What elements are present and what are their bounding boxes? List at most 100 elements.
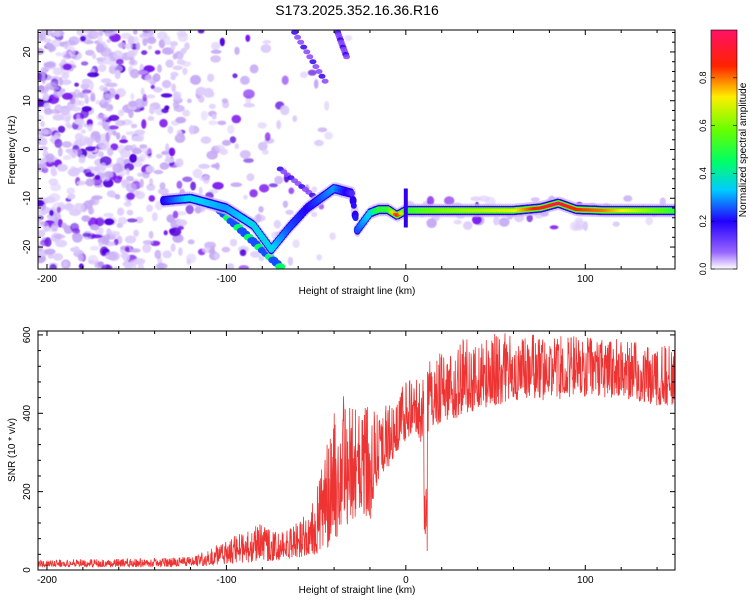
noise-blob — [623, 195, 633, 202]
noise-blob — [167, 125, 174, 134]
noise-blob — [119, 139, 128, 144]
noise-blob — [83, 168, 92, 175]
noise-blob — [172, 53, 177, 60]
noise-blob — [39, 30, 47, 41]
noise-blob — [98, 64, 107, 72]
noise-blob — [67, 168, 80, 177]
noise-blob — [159, 118, 168, 128]
noise-blob — [92, 53, 97, 60]
descending-blob — [275, 263, 286, 269]
noise-blob — [67, 193, 76, 200]
noise-blob — [57, 125, 66, 133]
noise-blob — [108, 114, 120, 121]
noise-blob — [182, 67, 188, 76]
noise-blob — [190, 74, 201, 85]
noise-blob — [211, 113, 217, 120]
noise-blob — [133, 30, 138, 35]
noise-blob — [171, 83, 177, 93]
noise-blob — [175, 116, 186, 124]
noise-blob — [645, 217, 653, 226]
noise-blob — [200, 136, 212, 144]
noise-blob — [186, 258, 191, 265]
noise-blob — [208, 103, 216, 109]
noise-blob — [493, 216, 500, 226]
noise-blob — [231, 114, 242, 124]
noise-blob — [243, 102, 255, 108]
noise-blob — [64, 122, 71, 127]
noise-blob — [128, 108, 134, 119]
noise-blob — [104, 241, 116, 247]
snr-background — [38, 331, 675, 570]
noise-blob — [62, 261, 68, 268]
noise-blob — [526, 214, 533, 223]
noise-blob — [155, 153, 163, 159]
noise-blob — [50, 166, 57, 176]
noise-blob — [104, 171, 114, 178]
colorbar-label: Normalized spectral amplitude — [738, 82, 749, 217]
noise-blob — [147, 36, 157, 45]
noise-blob — [90, 245, 99, 251]
noise-blob — [324, 101, 330, 111]
noise-blob — [38, 244, 43, 252]
noise-blob — [45, 42, 53, 49]
noise-blob — [108, 230, 121, 237]
noise-blob — [148, 195, 156, 202]
noise-blob — [136, 42, 141, 51]
noise-blob — [257, 122, 267, 129]
noise-blob — [72, 233, 83, 243]
noise-blob — [198, 163, 211, 169]
noise-blob — [104, 124, 110, 132]
noise-blob — [38, 114, 44, 122]
noise-blob — [52, 253, 64, 261]
noise-blob — [74, 132, 84, 142]
noise-blob — [574, 217, 584, 223]
noise-blob — [208, 120, 218, 126]
noise-blob — [344, 35, 353, 42]
noise-blob — [129, 68, 140, 79]
noise-blob — [45, 82, 57, 90]
noise-blob — [44, 225, 51, 232]
noise-blob — [212, 182, 224, 190]
y-tick-label: 20 — [22, 46, 33, 58]
noise-blob — [76, 30, 85, 36]
noise-blob — [280, 105, 290, 116]
noise-blob — [94, 174, 101, 180]
noise-blob — [141, 119, 147, 129]
noise-blob — [103, 212, 114, 218]
noise-blob — [156, 31, 168, 40]
noise-blob — [130, 57, 135, 65]
noise-blob — [81, 89, 92, 94]
noise-blob — [317, 127, 328, 133]
noise-blob — [530, 197, 540, 203]
noise-blob — [155, 262, 168, 269]
noise-blob — [169, 227, 182, 237]
noise-blob — [178, 247, 183, 256]
noise-blob — [100, 47, 112, 57]
noise-blob — [62, 155, 72, 161]
noise-blob — [113, 266, 118, 269]
noise-blob — [146, 94, 156, 99]
noise-blob — [100, 133, 112, 141]
noise-blob — [154, 249, 162, 259]
noise-blob — [243, 158, 254, 163]
noise-blob — [239, 150, 251, 159]
noise-blob — [197, 95, 205, 103]
snr-line — [38, 333, 675, 569]
figure-title: S173.2025.352.16.36.R16 — [275, 2, 439, 18]
noise-speckle — [38, 30, 666, 269]
noise-blob — [227, 124, 235, 134]
noise-blob — [134, 98, 145, 109]
noise-blob — [129, 260, 137, 267]
noise-blob — [176, 180, 183, 189]
noise-blob — [146, 204, 153, 212]
signal-core — [350, 202, 357, 209]
y-tick-label: -20 — [22, 239, 33, 254]
noise-blob — [258, 256, 265, 261]
noise-blob — [207, 73, 215, 83]
noise-blob — [98, 30, 104, 37]
noise-blob — [329, 232, 336, 240]
noise-blob — [139, 154, 147, 162]
noise-blob — [115, 58, 124, 65]
noise-blob — [90, 92, 96, 101]
noise-blob — [154, 50, 161, 55]
